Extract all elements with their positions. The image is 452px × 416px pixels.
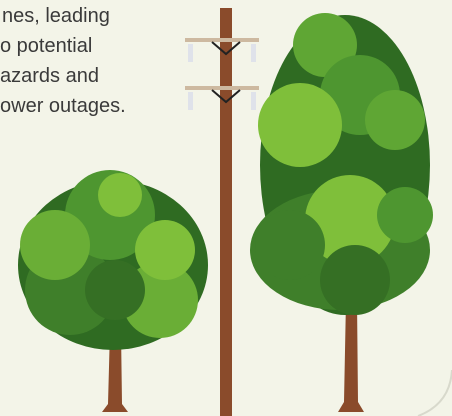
- illustration: nes, leading o potential azards and ower…: [0, 0, 452, 416]
- text-line: ower outages.: [0, 95, 126, 117]
- right-tree: [250, 13, 433, 412]
- left-tree: [18, 170, 208, 412]
- text-line: nes, leading: [2, 5, 110, 27]
- page: {"text": {"lines": ["nes, leading", "o p…: [0, 0, 452, 416]
- card-edge: [418, 370, 452, 416]
- text-line: o potential: [0, 35, 92, 57]
- text-line: azards and: [0, 65, 99, 87]
- utility-pole: [185, 8, 259, 416]
